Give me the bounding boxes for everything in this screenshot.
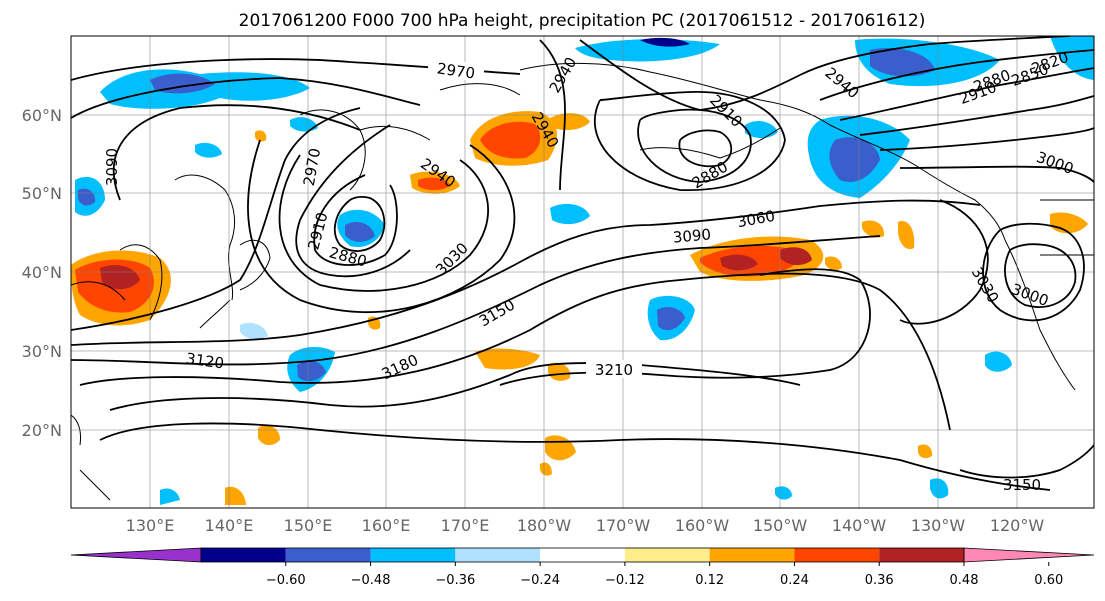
colorbar-extend-low [70, 547, 202, 563]
lon-label: 150°E [284, 516, 333, 535]
lon-label: 160°W [675, 516, 730, 535]
colorbar-tick-label: −0.60 [266, 573, 306, 588]
lon-label: 140°E [205, 516, 254, 535]
colorbar-segment [285, 548, 371, 562]
colorbar-tick-label: −0.24 [520, 573, 560, 588]
lon-label: 170°W [596, 516, 651, 535]
colorbar-border [200, 547, 965, 563]
precip-shading-negative [75, 36, 1094, 505]
lat-label: 20°N [22, 421, 62, 440]
height-contours [71, 36, 1094, 491]
latitude-labels: 60°N 50°N 40°N 30°N 20°N [22, 106, 62, 440]
colorbar-segment [455, 548, 541, 562]
lon-label: 140°W [832, 516, 887, 535]
contour-label: 3210 [595, 361, 633, 379]
lat-label: 30°N [22, 342, 62, 361]
colorbar-segment [879, 548, 964, 562]
colorbar-tick-label: 0.48 [950, 573, 979, 588]
contour-label: 3120 [185, 349, 225, 372]
map-title: 2017061200 F000 700 hPa height, precipit… [239, 11, 926, 31]
contour-label: 3150 [1003, 476, 1041, 494]
colorbar-segment [794, 548, 880, 562]
colorbar-tick-label: 0.36 [865, 573, 894, 588]
lon-label: 120°W [990, 516, 1045, 535]
colorbar-tick-label: −0.36 [435, 573, 475, 588]
contour-label: 3090 [672, 225, 712, 246]
lon-label: 150°W [753, 516, 808, 535]
map-frame [70, 35, 1095, 509]
colorbar-tick-label: 0.24 [780, 573, 809, 588]
contour-label: 3090 [103, 148, 121, 186]
lon-label: 160°E [362, 516, 411, 535]
colorbar-segment [370, 548, 456, 562]
graticule [71, 36, 1094, 508]
longitude-labels: 130°E 140°E 150°E 160°E 170°E 180°W 170°… [126, 516, 1045, 535]
colorbar-extend-high [963, 547, 1095, 563]
lon-label: 180°W [517, 516, 572, 535]
colorbar-tick-label: −0.12 [605, 573, 645, 588]
colorbar-segment [709, 548, 795, 562]
lat-label: 60°N [22, 106, 62, 125]
colorbar-segment [624, 548, 710, 562]
lon-label: 130°E [126, 516, 175, 535]
colorbar: −0.60 −0.48 −0.36 −0.24 −0.12 0.12 0.24 0.36 0.4… [70, 547, 1095, 588]
colorbar-tick-label: 0.60 [1034, 573, 1063, 588]
colorbar-segment [201, 548, 286, 562]
lat-label: 50°N [22, 184, 62, 203]
lat-label: 40°N [22, 263, 62, 282]
colorbar-segment [540, 548, 625, 562]
colorbar-tick-label: 0.12 [695, 573, 724, 588]
contour-label: 2970 [436, 59, 476, 82]
lon-label: 130°W [911, 516, 966, 535]
colorbar-tick-label: −0.48 [351, 573, 391, 588]
lon-label: 170°E [441, 516, 490, 535]
